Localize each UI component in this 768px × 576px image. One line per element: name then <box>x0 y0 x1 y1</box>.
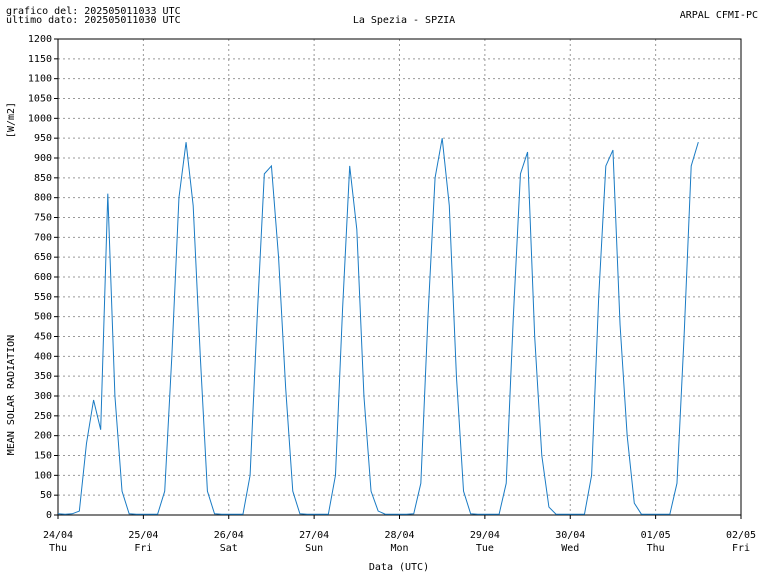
y-tick-label: 600 <box>34 272 52 283</box>
x-tick-label: 25/04 <box>128 530 158 541</box>
y-tick-label: 800 <box>34 193 52 204</box>
x-label: Data (UTC) <box>369 562 429 573</box>
y-tick-label: 50 <box>40 490 52 501</box>
x-tick-label: 24/04 <box>43 530 73 541</box>
y-label: MEAN SOLAR RADIATION <box>6 335 17 455</box>
x-tick-day: Thu <box>49 543 67 554</box>
y-tick-label: 400 <box>34 351 52 362</box>
x-tick-day: Thu <box>647 543 665 554</box>
y-tick-label: 200 <box>34 431 52 442</box>
data-line <box>57 138 699 515</box>
y-tick-label: 500 <box>34 312 52 323</box>
x-tick-label: 28/04 <box>384 530 414 541</box>
y-tick-label: 1100 <box>28 74 52 85</box>
x-tick-label: 26/04 <box>214 530 244 541</box>
y-tick-label: 1050 <box>28 94 52 105</box>
x-tick-day: Mon <box>390 543 408 554</box>
x-tick-label: 29/04 <box>470 530 500 541</box>
x-tick-day: Fri <box>732 543 750 554</box>
x-tick-day: Tue <box>476 543 494 554</box>
y-tick-label: 700 <box>34 232 52 243</box>
y-tick-label: 550 <box>34 292 52 303</box>
y-tick-label: 1200 <box>28 34 52 45</box>
y-tick-label: 0 <box>46 510 52 521</box>
y-tick-label: 350 <box>34 371 52 382</box>
x-tick-day: Sat <box>220 543 238 554</box>
station: La Spezia - SPZIA <box>353 15 455 26</box>
x-tick-label: 01/05 <box>641 530 671 541</box>
y-tick-label: 900 <box>34 153 52 164</box>
y-tick-label: 100 <box>34 470 52 481</box>
y-unit: [W/m2] <box>6 102 17 138</box>
x-tick-day: Fri <box>134 543 152 554</box>
y-tick-label: 450 <box>34 332 52 343</box>
y-tick-label: 1150 <box>28 54 52 65</box>
x-tick-label: 02/05 <box>726 530 756 541</box>
x-tick-day: Sun <box>305 543 323 554</box>
y-tick-label: 650 <box>34 252 52 263</box>
y-tick-label: 150 <box>34 451 52 462</box>
x-tick-label: 30/04 <box>555 530 585 541</box>
plot-frame <box>57 38 742 516</box>
y-tick-label: 300 <box>34 391 52 402</box>
y-tick-label: 1000 <box>28 113 52 124</box>
generated: grafico del: 202505011033 UTC <box>6 6 181 17</box>
x-tick-day: Wed <box>561 543 579 554</box>
x-tick-label: 27/04 <box>299 530 329 541</box>
source: ARPAL CFMI-PC <box>680 10 758 21</box>
y-tick-label: 850 <box>34 173 52 184</box>
last-data: ultimo dato: 202505011030 UTC <box>6 15 181 26</box>
y-tick-label: 750 <box>34 213 52 224</box>
y-tick-label: 950 <box>34 133 52 144</box>
y-tick-label: 250 <box>34 411 52 422</box>
